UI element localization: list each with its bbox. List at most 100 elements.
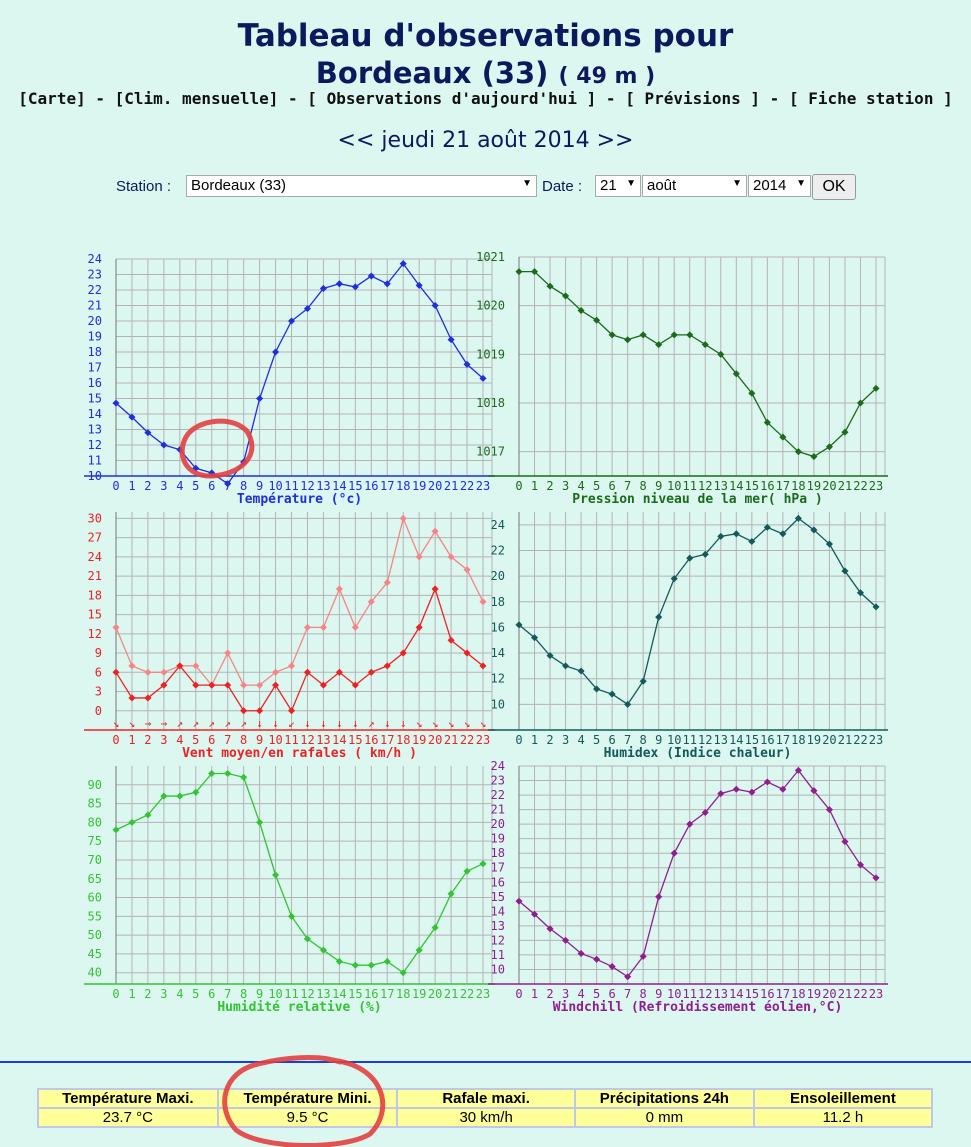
x-tick-label: 1 xyxy=(128,987,135,1001)
wind-arrow-icon: → xyxy=(161,717,168,730)
x-tick-label: 2 xyxy=(546,733,553,747)
day-select[interactable]: 21 ▼ xyxy=(595,175,641,197)
data-point xyxy=(639,677,647,685)
x-tick-label: 12 xyxy=(300,479,314,493)
data-point xyxy=(383,578,391,587)
data-point xyxy=(856,589,865,597)
data-point xyxy=(431,924,439,932)
y-tick-label: 15 xyxy=(88,392,102,406)
data-point xyxy=(128,694,136,702)
x-tick-label: 7 xyxy=(624,479,631,493)
x-tick-label: 4 xyxy=(577,733,584,747)
x-tick-label: 23 xyxy=(869,987,883,1001)
y-tick-label: 22 xyxy=(88,283,102,297)
data-point xyxy=(447,890,455,898)
month-select[interactable]: août ▼ xyxy=(642,175,747,197)
data-point xyxy=(825,443,833,451)
data-point xyxy=(399,969,407,977)
y-tick-label: 6 xyxy=(95,665,102,679)
x-tick-label: 17 xyxy=(776,733,790,747)
data-point xyxy=(208,681,216,689)
year-select[interactable]: 2014 ▼ xyxy=(748,175,811,197)
data-point xyxy=(256,707,264,715)
data-point xyxy=(319,946,327,954)
x-tick-label: 9 xyxy=(655,733,662,747)
data-point xyxy=(272,668,280,676)
x-tick-label: 3 xyxy=(562,987,569,1001)
wind-arrow-icon: ↘ xyxy=(464,717,471,730)
y-tick-label: 1017 xyxy=(476,445,505,459)
nav-link-clim-mensuelle[interactable]: [Clim. mensuelle] xyxy=(114,89,279,108)
month-select-value: août xyxy=(647,177,677,194)
x-tick-label: 7 xyxy=(624,733,631,747)
y-tick-label: 10 xyxy=(491,962,505,976)
x-tick-label: 15 xyxy=(745,987,759,1001)
nav-link-previsions[interactable]: [ Prévisions ] xyxy=(625,89,761,108)
data-point xyxy=(577,667,585,675)
y-tick-label: 60 xyxy=(88,891,102,905)
year-select-value: 2014 xyxy=(753,177,787,194)
wind-arrow-icon: ↘ xyxy=(113,717,120,730)
data-point xyxy=(810,787,818,795)
x-tick-label: 2 xyxy=(546,987,553,1001)
data-point xyxy=(128,413,136,421)
x-tick-label: 3 xyxy=(160,733,167,747)
x-tick-label: 11 xyxy=(284,479,298,493)
data-point xyxy=(367,272,375,280)
data-point xyxy=(608,331,616,339)
wind-arrow-icon: ↓ xyxy=(384,717,391,730)
x-tick-label: 6 xyxy=(208,987,215,1001)
page-title-line2: Bordeaux (33) ( 49 m ) xyxy=(0,56,971,90)
data-point xyxy=(224,480,232,488)
wind-arrow-icon: ↗ xyxy=(177,717,184,730)
ok-button[interactable]: OK xyxy=(812,174,856,200)
data-point xyxy=(515,621,523,629)
x-tick-label: 13 xyxy=(316,479,330,493)
nav-link-observations[interactable]: [ Observations d'aujourd'hui ] xyxy=(307,89,597,108)
data-point xyxy=(447,553,455,561)
data-point xyxy=(717,532,725,540)
y-tick-label: 12 xyxy=(88,438,102,452)
nav-link-fiche-station[interactable]: [ Fiche station ] xyxy=(788,89,953,108)
data-point xyxy=(763,418,771,427)
data-point xyxy=(670,331,678,339)
next-day-link[interactable]: >> xyxy=(596,128,634,153)
x-tick-label: 18 xyxy=(791,479,805,493)
data-point xyxy=(732,370,740,378)
wind-arrow-icon: ↓ xyxy=(320,717,327,730)
x-tick-label: 18 xyxy=(396,987,410,1001)
x-tick-label: 11 xyxy=(683,479,697,493)
data-point xyxy=(144,429,152,437)
x-tick-label: 11 xyxy=(683,987,697,1001)
y-tick-label: 11 xyxy=(491,948,505,962)
y-tick-label: 55 xyxy=(88,909,102,923)
x-tick-label: 13 xyxy=(714,987,728,1001)
x-tick-label: 2 xyxy=(144,987,151,1001)
data-point xyxy=(479,860,487,868)
data-point xyxy=(546,652,554,660)
station-label: Station : xyxy=(116,178,172,195)
data-point xyxy=(335,585,343,593)
data-point xyxy=(670,849,678,857)
y-tick-label: 18 xyxy=(491,595,505,609)
x-tick-label: 5 xyxy=(192,987,199,1001)
y-tick-label: 11 xyxy=(88,454,102,468)
wind-arrow-icon: ↘ xyxy=(448,717,455,730)
data-point xyxy=(515,897,523,905)
prev-day-link[interactable]: << xyxy=(337,128,375,153)
x-tick-label: 21 xyxy=(444,733,458,747)
nav-link-carte[interactable]: [Carte] xyxy=(18,89,86,108)
x-tick-label: 0 xyxy=(112,733,119,747)
station-select[interactable]: Bordeaux (33) ▼ xyxy=(186,175,537,197)
data-point xyxy=(160,441,168,449)
summary-header: Température Mini. xyxy=(216,1088,399,1109)
data-point xyxy=(763,778,771,786)
y-tick-label: 20 xyxy=(491,569,505,583)
x-tick-label: 19 xyxy=(807,733,821,747)
nav-links: [Carte] - [Clim. mensuelle] - [ Observat… xyxy=(0,89,971,108)
data-point xyxy=(841,567,849,575)
x-tick-label: 18 xyxy=(791,733,805,747)
data-point xyxy=(841,428,849,436)
data-point xyxy=(192,788,200,796)
